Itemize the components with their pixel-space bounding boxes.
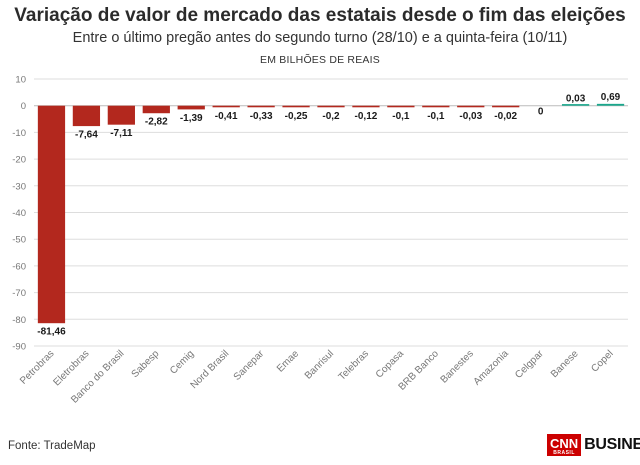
source-note: Fonte: TradeMap	[8, 440, 96, 452]
data-label: -0,02	[494, 111, 517, 122]
data-label: -0,25	[285, 111, 308, 122]
x-tick-label: Emae	[275, 348, 302, 375]
data-label: -0,2	[322, 111, 340, 122]
cnn-logo-text: CNN	[550, 436, 579, 451]
data-label: -0,1	[392, 111, 410, 122]
data-label: -0,12	[355, 111, 378, 122]
cnn-business-logo: CNN BRASIL BUSINESS.	[547, 432, 640, 458]
x-tick-label: Amazonia	[472, 348, 512, 388]
bar	[177, 105, 205, 110]
y-tick-label: 0	[21, 101, 26, 112]
y-tick-label: -60	[12, 261, 26, 272]
x-tick-label: Banese	[549, 348, 581, 380]
y-tick-label: 10	[15, 75, 26, 86]
data-label: 0,03	[566, 94, 586, 105]
data-label: -0,33	[250, 111, 273, 122]
unit-label: EM BILHÕES DE REAIS	[260, 54, 380, 66]
bar	[492, 105, 520, 108]
bar	[212, 105, 240, 108]
bar	[282, 105, 310, 108]
bar	[142, 105, 170, 114]
x-tick-label: Celgpar	[513, 348, 546, 381]
bar	[317, 105, 345, 108]
chart-subtitle: Entre o último pregão antes do segundo t…	[72, 30, 568, 46]
bar	[457, 105, 485, 108]
y-tick-label: -50	[12, 235, 26, 246]
data-label: -0,1	[427, 111, 445, 122]
x-tick-label: Cemig	[168, 348, 196, 376]
data-label: -0,03	[459, 111, 482, 122]
y-tick-label: -80	[12, 315, 26, 326]
y-tick-label: -90	[12, 342, 26, 353]
data-label: 0,69	[601, 92, 621, 103]
data-label: -7,11	[110, 128, 133, 139]
bar	[596, 103, 625, 106]
bar	[561, 104, 590, 106]
y-tick-label: -70	[12, 288, 26, 299]
bar	[422, 105, 450, 108]
business-logo-text: BUSINESS.	[584, 436, 640, 454]
x-tick-label: Telebras	[337, 348, 372, 383]
chart-title: Variação de valor de mercado das estatai…	[14, 5, 626, 26]
x-tick-label: Sanepar	[232, 348, 267, 383]
bar	[107, 105, 135, 125]
data-label: 0	[538, 107, 544, 118]
cnn-logo-mark: CNN BRASIL	[547, 434, 582, 456]
bar	[72, 105, 101, 127]
x-tick-label: Banrisul	[303, 348, 336, 381]
data-label: -0,41	[215, 111, 238, 122]
bar	[247, 105, 275, 108]
data-label: -7,64	[75, 130, 98, 141]
cnn-logo-subtext: BRASIL	[553, 450, 575, 456]
x-tick-label: Banestes	[439, 348, 476, 385]
x-tick-label: Sabesp	[130, 348, 162, 380]
y-tick-label: -30	[12, 181, 26, 192]
x-tick-label: Copel	[589, 348, 615, 374]
bar	[37, 105, 66, 324]
x-tick-label: Copasa	[374, 348, 406, 380]
data-label: -2,82	[145, 117, 168, 128]
business-word: BUSINESS	[584, 436, 640, 453]
data-label: -81,46	[37, 327, 66, 338]
bar	[387, 105, 415, 108]
y-tick-label: -10	[12, 128, 26, 139]
data-label: -1,39	[180, 113, 203, 124]
y-tick-label: -20	[12, 155, 26, 166]
bar	[352, 105, 380, 108]
y-tick-label: -40	[12, 208, 26, 219]
